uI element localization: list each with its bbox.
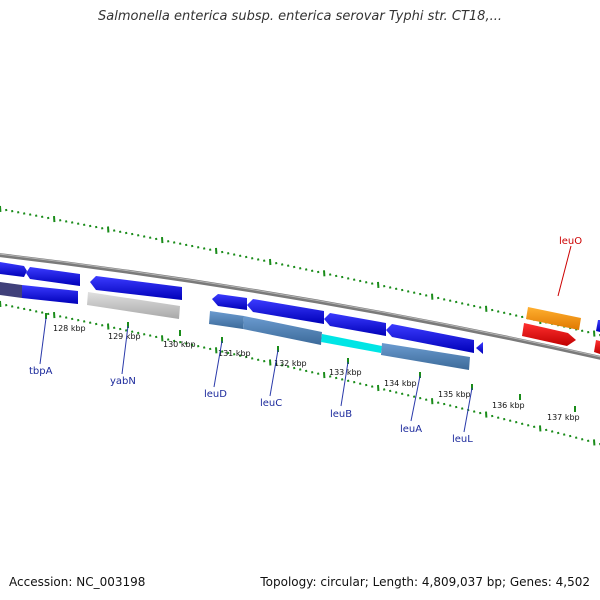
genome-summary-text: Topology: circular; Length: 4,809,037 bp… bbox=[260, 575, 590, 589]
leader-leuD bbox=[213, 340, 223, 388]
gene-box[interactable] bbox=[0, 282, 22, 298]
gene-arrow[interactable] bbox=[247, 299, 324, 324]
leader-leuA bbox=[410, 375, 421, 422]
forward-strand bbox=[0, 262, 600, 354]
gc-skew-track-inner bbox=[0, 300, 600, 446]
gene-label-leuB[interactable]: leuB bbox=[330, 409, 352, 420]
gene-arrow-edge[interactable] bbox=[596, 320, 600, 332]
reverse-strand bbox=[0, 282, 600, 370]
leader-tbpA bbox=[39, 317, 47, 365]
gene-arrow[interactable] bbox=[0, 262, 27, 277]
gene-arrow[interactable] bbox=[324, 313, 386, 336]
gene-label-leuA[interactable]: leuA bbox=[400, 424, 422, 435]
gene-label-yabN[interactable]: yabN bbox=[110, 376, 136, 387]
tick-label-135kbp: 135 kbp bbox=[438, 390, 471, 399]
tick-labels: 128 kbp 129 kbp 130 kbp 131 kbp 132 kbp … bbox=[53, 324, 580, 422]
tick-label-128kbp: 128 kbp bbox=[53, 324, 86, 333]
accession-text: Accession: NC_003198 bbox=[9, 575, 146, 589]
gene-leuB-box[interactable] bbox=[321, 334, 382, 353]
leader-yabN bbox=[121, 325, 129, 375]
gc-skew-track-outer bbox=[0, 205, 600, 337]
gene-arrow-red[interactable] bbox=[522, 323, 576, 346]
gene-arrow[interactable] bbox=[212, 294, 247, 310]
leader-leuL bbox=[463, 387, 473, 433]
tick-label-129kbp: 129 kbp bbox=[108, 332, 141, 341]
gene-arrow[interactable] bbox=[386, 324, 474, 353]
gene-label-leuL[interactable]: leuL bbox=[452, 434, 473, 445]
tick-label-134kbp: 134 kbp bbox=[384, 379, 417, 388]
gene-leuA-box[interactable] bbox=[381, 343, 470, 370]
gene-label-leuD[interactable]: leuD bbox=[204, 389, 227, 400]
gene-leuC-box[interactable] bbox=[243, 316, 322, 345]
tick-label-130kbp: 130 kbp bbox=[163, 340, 196, 349]
tick-label-133kbp: 133 kbp bbox=[329, 368, 362, 377]
tick-label-137kbp: 137 kbp bbox=[547, 413, 580, 422]
backbone-arc-highlight bbox=[0, 253, 600, 358]
tick-label-131kbp: 131 kbp bbox=[218, 349, 251, 358]
gene-leuD-box[interactable] bbox=[209, 311, 244, 329]
gene-leader-lines bbox=[39, 245, 572, 433]
gene-arrow-red-edge[interactable] bbox=[594, 340, 600, 354]
gene-yabN-box[interactable] bbox=[87, 292, 180, 319]
backbone-arc bbox=[0, 253, 600, 360]
map-title: Salmonella enterica subsp. enterica sero… bbox=[98, 9, 502, 24]
gene-leuO-box[interactable] bbox=[526, 307, 581, 330]
gene-arrow[interactable] bbox=[90, 276, 182, 300]
leader-leuO bbox=[557, 245, 572, 297]
gene-label-leuO[interactable]: leuO bbox=[559, 236, 582, 247]
tick-label-136kbp: 136 kbp bbox=[492, 401, 525, 410]
leader-leuC bbox=[269, 349, 279, 397]
tick-label-132kbp: 132 kbp bbox=[274, 359, 307, 368]
gene-label-tbpA[interactable]: tbpA bbox=[29, 366, 53, 377]
gene-label-leuC[interactable]: leuC bbox=[260, 398, 282, 409]
gene-labels: tbpA yabN leuD leuC leuB leuA leuL leuO bbox=[29, 236, 582, 445]
gene-box[interactable] bbox=[22, 285, 78, 304]
tick-marks bbox=[45, 313, 576, 412]
leader-leuB bbox=[340, 361, 349, 407]
gene-arrow-small[interactable] bbox=[476, 342, 483, 354]
gene-arrow[interactable] bbox=[26, 267, 80, 286]
